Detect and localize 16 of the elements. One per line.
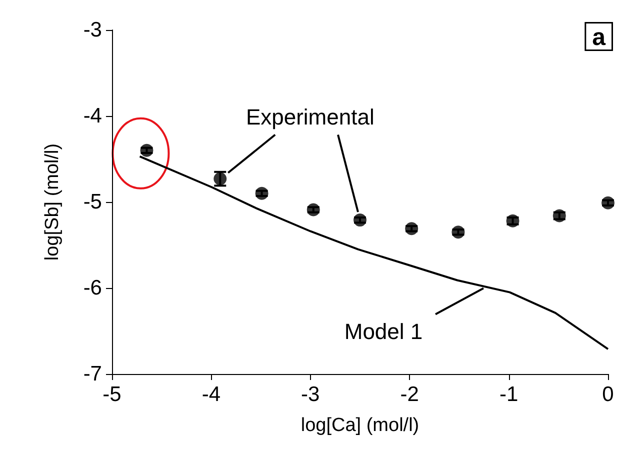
x-tick-label: -4: [202, 383, 221, 406]
y-tick-label: -6: [83, 276, 102, 300]
y-tick-label: -4: [83, 104, 102, 128]
x-tick-label: -2: [400, 383, 419, 406]
y-tick-label: -3: [83, 18, 102, 42]
x-tick-label: -3: [301, 383, 320, 406]
y-tick-label: -5: [83, 190, 102, 214]
x-tick-label: -5: [102, 383, 122, 406]
y-axis-title: log[Sb] (mol/l): [42, 143, 63, 261]
y-tick-label: -7: [83, 362, 102, 386]
text: Model 1: [344, 318, 423, 344]
text: Experimental: [246, 104, 374, 130]
annotation: a: [592, 24, 606, 51]
x-tick-label: 0: [602, 383, 614, 406]
x-axis-title: log[Ca] (mol/l): [300, 415, 420, 436]
x-tick-label: -1: [499, 383, 518, 406]
